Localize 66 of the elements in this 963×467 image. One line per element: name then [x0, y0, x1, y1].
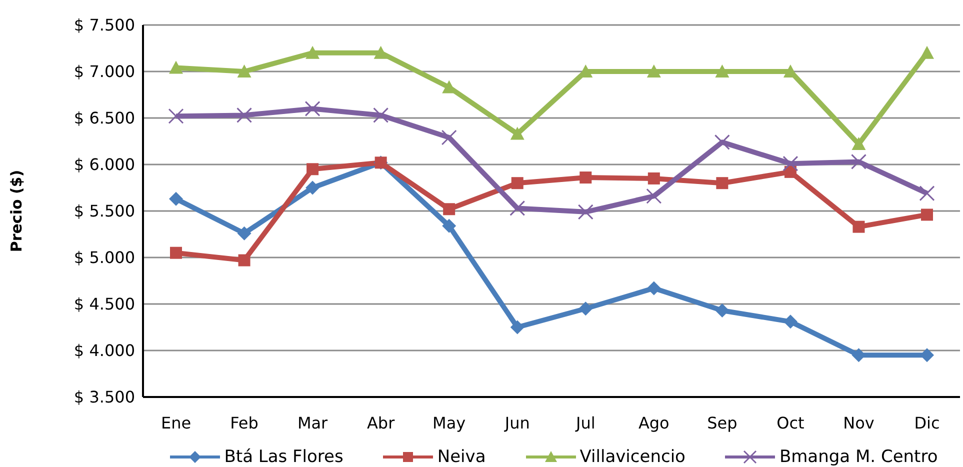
x-tick-label: Abr	[366, 413, 396, 432]
x-tick-label: Jun	[504, 413, 530, 432]
point	[715, 64, 730, 78]
point	[168, 108, 184, 124]
point	[919, 186, 935, 202]
y-tick-label: $ 4.000	[74, 341, 135, 360]
point	[236, 107, 252, 123]
point	[578, 204, 594, 220]
point	[238, 254, 250, 266]
y-tick-label: $ 7.000	[74, 62, 135, 82]
y-tick-label: $ 3.500	[74, 388, 135, 407]
point	[237, 64, 252, 78]
point	[374, 46, 388, 59]
x-tick-label: Ago	[638, 413, 670, 432]
point	[373, 107, 389, 123]
point	[852, 137, 866, 150]
y-tick-label: $ 6.000	[74, 155, 135, 174]
y-axis-title: Precio ($)	[7, 170, 26, 252]
point	[169, 192, 183, 206]
point	[237, 226, 252, 240]
point	[920, 46, 934, 59]
point	[304, 100, 320, 116]
legend-label: Neiva	[437, 447, 486, 467]
x-tick-label: Nov	[843, 413, 874, 432]
point	[850, 154, 866, 170]
point	[716, 177, 728, 190]
point	[580, 172, 592, 184]
y-tick-label: $ 7.500	[74, 16, 135, 35]
point	[578, 302, 593, 316]
y-tick-label: $ 5.000	[74, 248, 135, 268]
x-tick-label: Ene	[160, 413, 192, 432]
legend-label: Bmanga M. Centro	[779, 447, 938, 467]
legend-label: Btá Las Flores	[224, 447, 344, 467]
x-tick-label: Oct	[776, 413, 804, 432]
point	[646, 281, 661, 296]
point	[306, 163, 319, 176]
x-tick-label: Dic	[914, 413, 940, 432]
point	[510, 320, 524, 334]
point	[511, 177, 524, 190]
point	[510, 126, 524, 140]
point	[646, 188, 662, 204]
point	[646, 64, 661, 78]
legend-label: Villavicencio	[580, 447, 686, 467]
point	[921, 208, 933, 221]
y-tick-label: $ 5.500	[74, 202, 135, 221]
point	[306, 46, 320, 59]
y-tick-label: $ 4.500	[74, 294, 135, 314]
point	[169, 60, 183, 74]
point	[648, 172, 660, 184]
y-tick-label: $ 6.500	[74, 108, 135, 128]
point	[510, 200, 526, 216]
point	[783, 314, 798, 329]
x-tick-label: Feb	[230, 413, 258, 432]
x-tick-label: Mar	[297, 413, 328, 432]
point	[442, 218, 456, 233]
point	[443, 203, 456, 216]
point	[852, 220, 865, 233]
point	[714, 134, 730, 150]
x-tick-label: May	[432, 413, 466, 432]
point	[920, 348, 934, 362]
point	[170, 246, 182, 259]
x-tick-label: Sep	[707, 413, 738, 432]
x-tick-label: Jul	[574, 413, 596, 432]
point	[715, 304, 730, 318]
point	[782, 156, 798, 172]
point	[306, 180, 320, 195]
